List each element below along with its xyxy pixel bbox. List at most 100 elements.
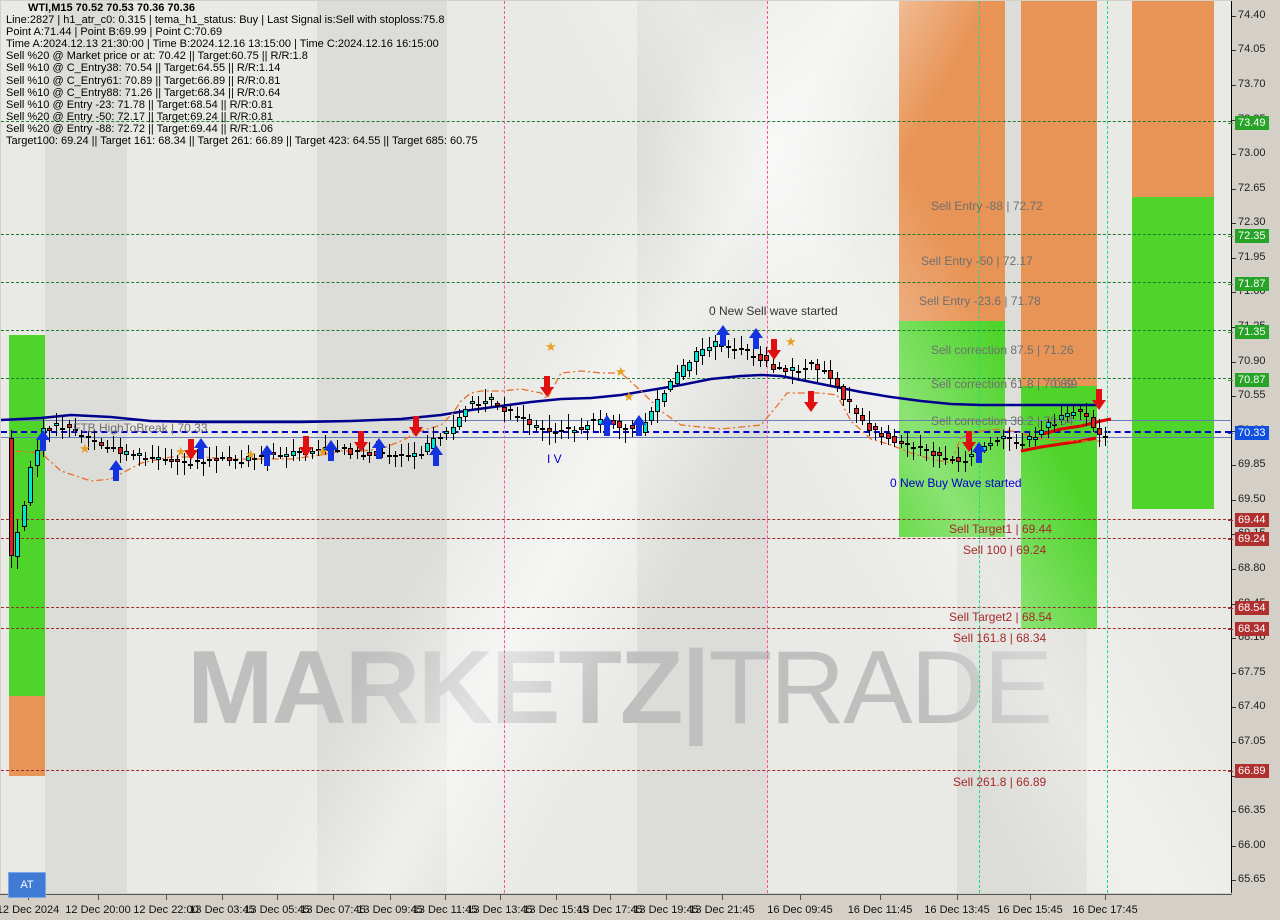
time-tick-mark	[166, 894, 167, 900]
price-tag-red[interactable]: 69.24	[1235, 532, 1269, 546]
candle-wick	[395, 451, 396, 467]
star-marker-icon: ★	[785, 334, 797, 349]
candle-body	[367, 451, 372, 456]
price-tag-red[interactable]: 69.44	[1235, 513, 1269, 527]
buy-arrow-icon	[632, 415, 646, 436]
level-line-green	[1, 234, 1231, 235]
time-tick-mark	[500, 894, 501, 900]
candle-wick	[248, 445, 249, 468]
level-line-green	[1, 282, 1231, 283]
candle-body	[1052, 423, 1057, 426]
price-tag-green[interactable]: 72.35	[1235, 229, 1269, 243]
candle-body	[860, 415, 865, 422]
sell-arrow-icon	[354, 431, 368, 452]
candle-body	[1039, 430, 1044, 436]
annotation-label: Sell Entry -50 | 72.17	[921, 254, 1033, 268]
price-tick-label: 73.00	[1238, 147, 1266, 160]
candle-body	[515, 415, 520, 418]
price-tag-green[interactable]: 70.87	[1235, 373, 1269, 387]
candle-wick	[184, 452, 185, 475]
candle-body	[828, 369, 833, 380]
candle-body	[559, 430, 564, 433]
candle-wick	[817, 358, 818, 383]
candle-body	[79, 434, 84, 437]
candle-wick	[792, 358, 793, 384]
candle-body	[406, 454, 411, 457]
candle-body	[124, 451, 129, 455]
buy-arrow-icon	[109, 460, 123, 481]
candle-body	[899, 440, 904, 445]
candle-body	[809, 362, 814, 365]
price-tag-green[interactable]: 71.35	[1235, 325, 1269, 339]
candle-body	[163, 458, 168, 461]
candle-body	[623, 428, 628, 431]
candle-body	[143, 457, 148, 460]
buy-arrow-icon	[372, 438, 386, 459]
sell-arrow-icon	[540, 376, 554, 397]
price-tick-mark	[1232, 223, 1236, 225]
candle-wick	[510, 404, 511, 421]
candle-body	[687, 362, 692, 371]
candle-wick	[139, 447, 140, 467]
price-tag-dash	[1228, 608, 1233, 609]
price-tag-red[interactable]: 68.54	[1235, 601, 1269, 615]
price-tag-green[interactable]: 71.87	[1235, 277, 1269, 291]
candle-wick	[779, 361, 780, 371]
annotation-label: Sell 261.8 | 66.89	[953, 775, 1047, 789]
candle-body	[854, 407, 859, 415]
candle-wick	[491, 392, 492, 408]
star-marker-icon: ★	[317, 444, 329, 459]
candle-body	[655, 398, 660, 412]
candle-wick	[939, 446, 940, 468]
candle-body	[963, 461, 968, 464]
time-axis[interactable]: 12 Dec 2024 12 Dec 20:00 12 Dec 22:00 13 De…	[0, 894, 1280, 920]
candle-body	[745, 349, 750, 352]
candle-body	[214, 457, 219, 462]
time-tick-label: 12 Dec 22:00	[133, 904, 199, 916]
price-tick-mark	[1232, 568, 1236, 570]
candle-wick	[926, 443, 927, 461]
buy-arrow-icon	[194, 438, 208, 459]
level-line-blue	[1, 420, 1231, 421]
candle-body	[361, 454, 366, 457]
auto-trade-button[interactable]: AT	[8, 872, 46, 898]
time-tick-label: 16 Dec 09:45	[767, 904, 833, 916]
price-tag-red[interactable]: 68.34	[1235, 622, 1269, 636]
candle-wick	[1041, 421, 1042, 438]
price-tag-red[interactable]: 66.89	[1235, 764, 1269, 778]
level-line-green	[1, 378, 1231, 379]
level-line-blue	[1, 437, 1231, 438]
price-tag-dash	[1228, 771, 1233, 772]
level-line-red	[1, 607, 1231, 608]
candle-wick	[254, 454, 255, 471]
candle-body	[886, 433, 891, 439]
candle-body	[489, 396, 494, 400]
candle-body	[1097, 427, 1102, 436]
candle-wick	[293, 439, 294, 462]
candle-body	[457, 416, 462, 427]
price-tick-mark	[1232, 776, 1236, 778]
price-tick-mark	[1232, 292, 1236, 294]
info-line-0: Line:2827 | h1_atr_c0: 0.315 | tema_h1_s…	[6, 14, 445, 27]
price-tag-blue[interactable]: 70.33	[1235, 426, 1269, 440]
price-tick-mark	[1232, 880, 1236, 882]
price-tag-green[interactable]: 73.49	[1235, 116, 1269, 130]
price-tag-dash	[1228, 284, 1233, 285]
buy-arrow-icon	[260, 445, 274, 466]
time-tick-label: 13 Dec 19:45	[633, 904, 699, 916]
candle-wick	[152, 445, 153, 464]
candle-wick	[798, 364, 799, 382]
candle-body	[969, 453, 974, 457]
candle-body	[60, 428, 65, 431]
price-axis[interactable]: 74.4074.0573.7073.3573.0072.6572.3071.95…	[1228, 1, 1279, 893]
time-tick-mark	[880, 894, 881, 900]
candle-body	[521, 416, 526, 419]
price-tick-mark	[1232, 499, 1236, 501]
candle-wick	[235, 455, 236, 470]
time-tick-mark	[445, 894, 446, 900]
candle-body	[643, 422, 648, 434]
candle-body	[131, 454, 136, 457]
candle-body	[841, 385, 846, 400]
candle-body	[1001, 436, 1006, 440]
info-line-3: Sell %20 @ Market price or at: 70.42 || …	[6, 50, 308, 63]
